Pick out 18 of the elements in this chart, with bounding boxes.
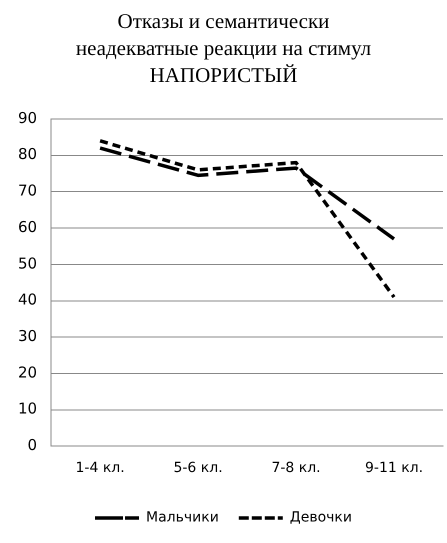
y-tick-label: 70: [18, 182, 38, 200]
chart-title: Отказы и семантически неадекватные реакции на стимул НАПОРИСТЫЙ: [74, 8, 372, 89]
x-tick-label: 7-8 кл.: [271, 460, 321, 476]
x-tick-label: 1-4 кл.: [75, 460, 125, 476]
y-tick-label: 60: [18, 218, 38, 236]
y-tick-label: 30: [18, 327, 38, 346]
x-tick-label: 5-6 кл.: [173, 460, 223, 476]
y-tick-label: 10: [18, 400, 38, 418]
y-tick-label: 40: [18, 290, 38, 309]
y-tick-label: 80: [18, 145, 38, 164]
y-tick-label: 90: [18, 108, 38, 127]
y-tick-label: 20: [18, 363, 38, 382]
legend-label: Мальчики: [146, 510, 219, 526]
y-tick-label: 50: [18, 254, 38, 272]
y-tick-label: 0: [28, 436, 38, 454]
line-series: [98, 139, 396, 299]
legend-label: Девочки: [290, 510, 352, 526]
x-tick-label: 9-11 кл.: [364, 460, 424, 476]
